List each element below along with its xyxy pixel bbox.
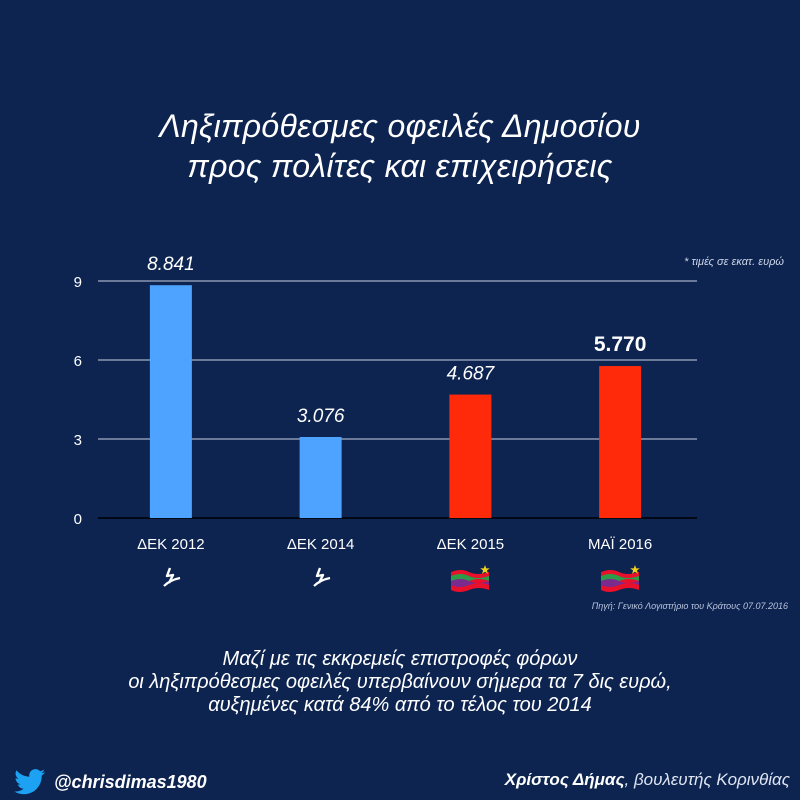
- data-label: 4.687: [447, 364, 496, 385]
- twitter-bird-icon: [14, 769, 46, 795]
- footer-line1: Μαζί με τις εκκρεμείς επιστροφές φόρων: [222, 648, 578, 670]
- chart-title-line2: προς πολίτες και επιχειρήσεις: [187, 148, 613, 184]
- footer-line3: αυξημένες κατά 84% από το τέλος του 2014: [208, 694, 592, 716]
- units-note: * τιμές σε εκατ. ευρώ: [684, 256, 784, 268]
- bar-chart: 0 3 6 9 8.841 ΔΕΚ 2012 3.076 ΔΕΚ 2014 4.687 ΔΕΚ 2…: [74, 254, 697, 553]
- y-tick-label: 3: [74, 432, 82, 449]
- source-note: Πηγή: Γενικό Λογιστήριο του Κράτους 07.0…: [591, 601, 788, 611]
- syriza-logo-icon: [451, 565, 491, 592]
- y-tick-label: 6: [74, 353, 82, 370]
- x-tick-label: ΔΕΚ 2015: [437, 536, 505, 553]
- chart-title: Ληξιπρόθεσμες οφειλές Δημοσίου προς πολί…: [0, 106, 800, 186]
- y-tick-label: 0: [74, 511, 82, 528]
- data-label: 8.841: [147, 254, 195, 275]
- bar: [299, 436, 342, 518]
- twitter-handle: @chrisdimas1980: [54, 771, 207, 792]
- nd-logo-icon: [312, 567, 330, 587]
- x-tick-label: ΜΑΪ 2016: [588, 536, 652, 553]
- twitter-handle-link[interactable]: @chrisdimas1980: [14, 766, 207, 798]
- x-tick-label: ΔΕΚ 2014: [287, 536, 355, 553]
- y-tick-label: 9: [74, 274, 82, 291]
- footer-statement: Μαζί με τις εκκρεμείς επιστροφές φόρων ο…: [0, 648, 800, 717]
- bar: [599, 366, 642, 518]
- signature-name: Χρίστος Δήμας: [504, 770, 625, 789]
- chart-title-line1: Ληξιπρόθεσμες οφειλές Δημοσίου: [159, 108, 641, 144]
- data-label: 3.076: [297, 406, 345, 427]
- signature-role: , βουλευτής Κορινθίας: [624, 770, 791, 789]
- bar: [149, 285, 192, 518]
- bar: [449, 394, 492, 518]
- x-tick-label: ΔΕΚ 2012: [137, 536, 205, 553]
- syriza-logo-icon: [601, 565, 640, 592]
- data-label: 5.770: [594, 333, 647, 356]
- footer-line2: οι ληξιπρόθεσμες οφειλές υπερβαίνουν σήμ…: [128, 671, 672, 693]
- signature: Χρίστος Δήμας, βουλευτής Κορινθίας: [505, 770, 790, 790]
- nd-logo-icon: [163, 567, 181, 587]
